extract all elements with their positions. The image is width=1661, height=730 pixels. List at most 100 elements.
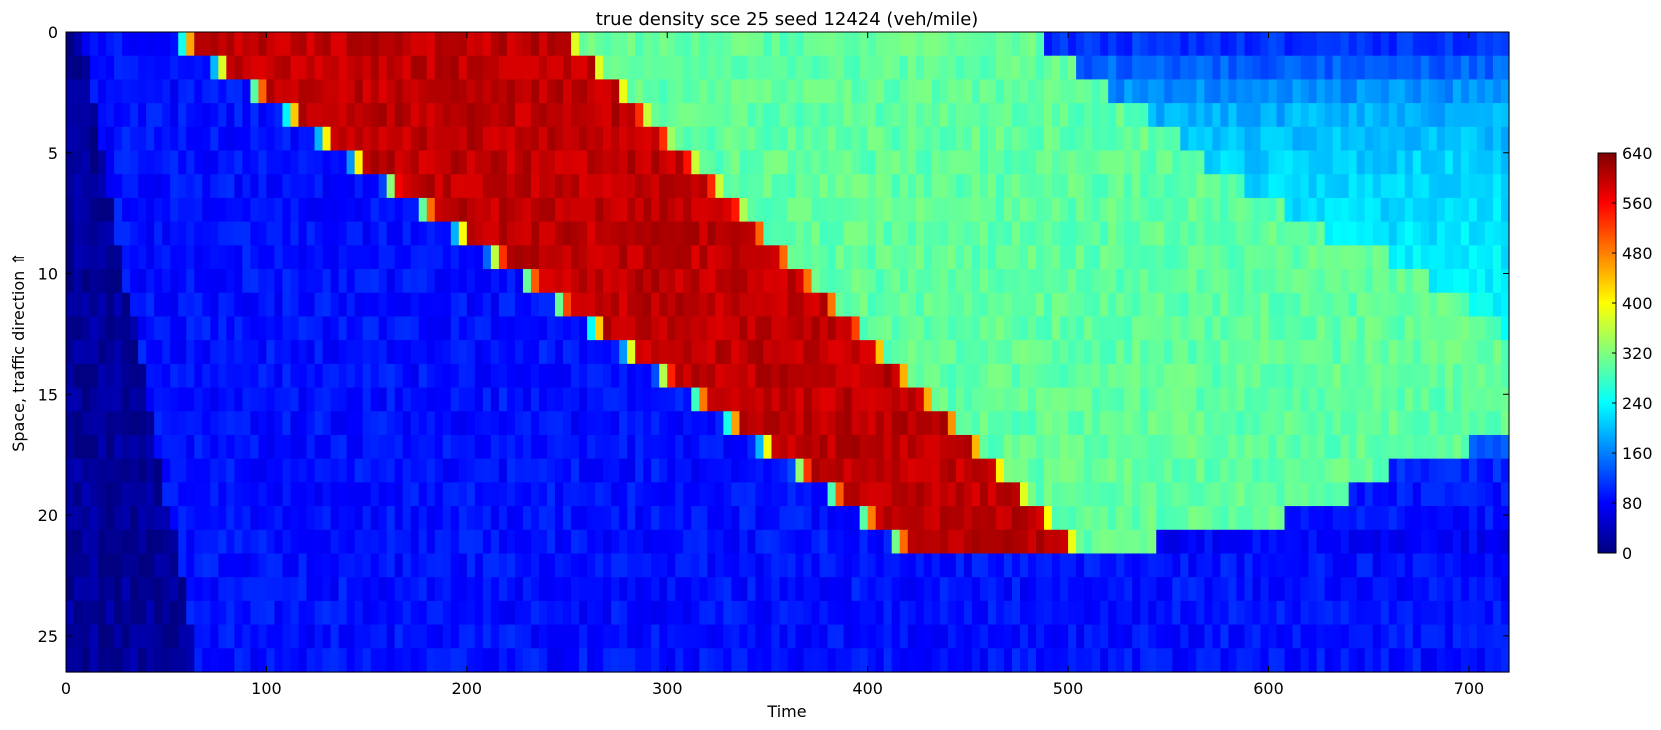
- heatmap-cell: [603, 150, 612, 175]
- heatmap-cell: [1212, 648, 1221, 673]
- heatmap-cell: [1204, 387, 1213, 412]
- colorbar-tick-label: 0: [1622, 544, 1632, 563]
- heatmap-cell: [1500, 269, 1510, 294]
- heatmap-cell: [1340, 387, 1350, 412]
- heatmap-cell: [282, 174, 292, 199]
- heatmap-cell: [1420, 55, 1430, 80]
- heatmap-cell: [931, 458, 941, 483]
- heatmap-cell: [1316, 150, 1326, 175]
- heatmap-cell: [226, 529, 235, 555]
- heatmap-cell: [1348, 624, 1358, 649]
- heatmap-cell: [859, 221, 869, 246]
- heatmap-cell: [514, 624, 524, 649]
- heatmap-cell: [843, 316, 853, 341]
- heatmap-cell: [1220, 387, 1230, 412]
- heatmap-cell: [819, 387, 829, 412]
- heatmap-cell: [146, 103, 155, 128]
- heatmap-cell: [114, 269, 123, 294]
- heatmap-cell: [611, 458, 620, 483]
- heatmap-cell: [218, 411, 227, 436]
- heatmap-cell: [266, 245, 276, 270]
- heatmap-cell: [354, 434, 364, 460]
- heatmap-cell: [803, 529, 813, 555]
- heatmap-cell: [827, 79, 837, 104]
- heatmap-cell: [651, 506, 660, 531]
- heatmap-cell: [514, 103, 524, 128]
- heatmap-cell: [811, 245, 821, 270]
- heatmap-cell: [1260, 245, 1270, 270]
- heatmap-cell: [1044, 126, 1053, 152]
- heatmap-cell: [1140, 197, 1149, 223]
- heatmap-cell: [1180, 269, 1189, 294]
- heatmap-cell: [394, 387, 404, 412]
- heatmap-cell: [827, 174, 837, 199]
- heatmap-cell: [514, 434, 524, 460]
- heatmap-cell: [362, 458, 372, 483]
- heatmap-cell: [635, 458, 644, 483]
- heatmap-cell: [1460, 245, 1470, 270]
- heatmap-cell: [514, 292, 524, 318]
- heatmap-cell: [563, 103, 572, 128]
- heatmap-cell: [514, 458, 524, 483]
- heatmap-cell: [1452, 529, 1462, 555]
- heatmap-cell: [1452, 600, 1462, 626]
- heatmap-cell: [1148, 292, 1157, 318]
- heatmap-cell: [114, 316, 123, 341]
- heatmap-cell: [611, 600, 620, 626]
- heatmap-cell: [490, 624, 500, 649]
- heatmap-cell: [1252, 482, 1262, 507]
- heatmap-cell: [90, 553, 99, 578]
- heatmap-cell: [1236, 482, 1246, 507]
- heatmap-cell: [450, 292, 460, 318]
- heatmap-cell: [154, 363, 163, 389]
- heatmap-cell: [1340, 482, 1350, 507]
- heatmap-cell: [1284, 197, 1294, 223]
- heatmap-cell: [282, 600, 292, 626]
- heatmap-cell: [322, 150, 332, 175]
- heatmap-cell: [338, 150, 348, 175]
- heatmap-cell: [1420, 292, 1430, 318]
- heatmap-cell: [635, 387, 644, 412]
- heatmap-cell: [354, 624, 364, 649]
- heatmap-cell: [715, 103, 724, 128]
- heatmap-cell: [154, 316, 163, 341]
- heatmap-cell: [899, 55, 909, 80]
- heatmap-cell: [659, 387, 668, 412]
- heatmap-cell: [1460, 32, 1470, 57]
- heatmap-cell: [1236, 624, 1246, 649]
- heatmap-cell: [1188, 482, 1197, 507]
- heatmap-cell: [234, 79, 243, 104]
- heatmap-cell: [522, 103, 532, 128]
- heatmap-cell: [466, 577, 476, 602]
- heatmap-cell: [643, 103, 652, 128]
- heatmap-cell: [811, 103, 821, 128]
- heatmap-cell: [963, 506, 973, 531]
- heatmap-cell: [90, 458, 99, 483]
- heatmap-cell: [1324, 292, 1334, 318]
- heatmap-cell: [298, 600, 308, 626]
- heatmap-cell: [971, 340, 981, 365]
- heatmap-cell: [1236, 411, 1246, 436]
- heatmap-cell: [162, 221, 171, 246]
- heatmap-cell: [1116, 411, 1125, 436]
- heatmap-cell: [563, 529, 572, 555]
- heatmap-cell: [1052, 434, 1061, 460]
- heatmap-cell: [1052, 103, 1061, 128]
- heatmap-cell: [971, 221, 981, 246]
- heatmap-cell: [1220, 529, 1230, 555]
- heatmap-cell: [795, 32, 805, 57]
- heatmap-cell: [1011, 126, 1021, 152]
- heatmap-cell: [322, 245, 332, 270]
- heatmap-cell: [114, 245, 123, 270]
- heatmap-cell: [354, 506, 364, 531]
- heatmap-cell: [210, 245, 219, 270]
- heatmap-cell: [1260, 32, 1270, 57]
- heatmap-cell: [322, 292, 332, 318]
- heatmap-cell: [683, 482, 692, 507]
- heatmap-cell: [1164, 529, 1173, 555]
- heatmap-cell: [386, 221, 396, 246]
- heatmap-cell: [739, 316, 749, 341]
- heatmap-cell: [747, 648, 757, 673]
- heatmap-cell: [1172, 126, 1181, 152]
- heatmap-cell: [1348, 411, 1358, 436]
